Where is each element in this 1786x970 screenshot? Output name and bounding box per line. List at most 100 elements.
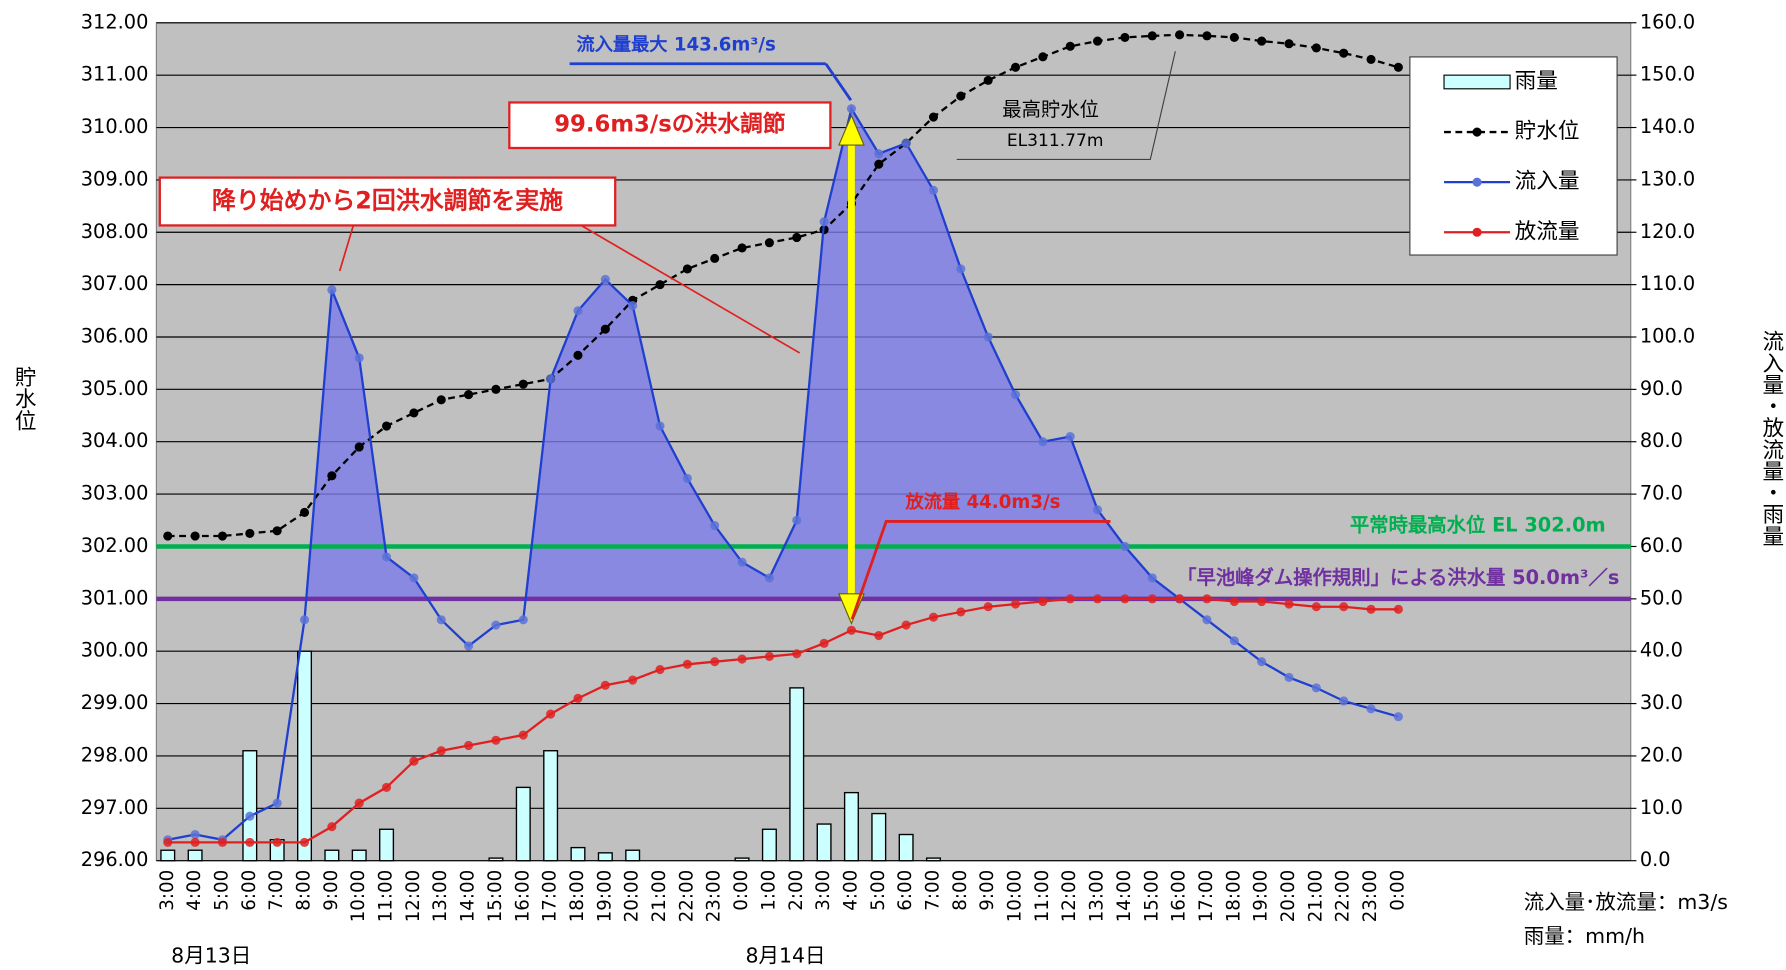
point [354,353,364,363]
x-tick-label: 18:00 [1223,870,1244,922]
point [1284,672,1294,682]
line [167,105,1399,841]
bar [379,828,395,862]
point [381,782,392,792]
date-label: 8月13日 [171,943,251,967]
y2-tick-label: 150.0 [1640,63,1695,86]
x-tick-label: 21:00 [1305,870,1326,922]
point [381,421,392,431]
point [792,232,802,243]
x-tick-label: 9:00 [977,870,998,911]
bar [488,857,504,862]
bar [625,849,641,862]
y2-tick-label: 50.0 [1640,586,1683,609]
point [1120,594,1130,604]
point [1229,636,1239,646]
x-tick-label: 19:00 [594,870,615,922]
unit-note: 雨量：mm/h [1524,924,1645,948]
point [1229,596,1239,607]
point [1175,30,1185,40]
point [1147,573,1157,583]
point [1147,594,1157,604]
bar [324,849,340,862]
x-tick-label: 20:00 [622,870,643,922]
point [655,664,665,675]
y-tick-label: 311.00 [81,63,149,86]
x-tick-label: 5:00 [868,870,889,911]
y-tick-label: 306.00 [81,324,149,347]
point [628,675,638,685]
point [710,657,720,667]
point [299,837,310,847]
leader [580,224,801,354]
legend-label: 放流量 [1515,219,1580,244]
point [983,75,993,85]
y2-tick-label: 0.0 [1640,848,1671,871]
legend-swatch [1472,227,1482,237]
bar [816,823,832,862]
y2-tick-label: 20.0 [1640,743,1683,766]
point [1393,604,1403,614]
leader [956,51,1176,160]
y-tick-label: 307.00 [81,272,149,295]
y2-tick-label: 160.0 [1640,10,1695,33]
x-tick-label: 21:00 [649,870,670,922]
point [737,557,747,567]
point [628,301,638,311]
y2-tick-label: 130.0 [1640,167,1695,190]
point [518,615,528,625]
point [1093,505,1103,515]
x-tick-label: 15:00 [485,870,506,922]
point [1311,602,1321,612]
y-tick-label: 308.00 [81,220,149,243]
x-tick-label: 17:00 [540,870,561,922]
y-tick-label: 312.00 [81,10,149,33]
x-tick-label: 3:00 [813,870,834,911]
y-tick-label: 297.00 [81,796,149,819]
y2-tick-label: 60.0 [1640,534,1683,557]
x-tick-label: 9:00 [321,870,342,911]
point [846,625,856,635]
x-tick-label: 18:00 [567,870,588,922]
point [1065,41,1075,51]
point [792,515,802,525]
point [245,837,255,847]
point [573,306,583,316]
point [327,285,337,295]
unit-note: 流入量･放流量：m3/s [1524,890,1728,914]
y-tick-label: 300.00 [81,639,149,662]
x-tick-label: 19:00 [1251,870,1272,922]
point [464,390,474,400]
point [956,264,966,274]
point [928,612,939,622]
y2-tick-label: 140.0 [1640,115,1695,138]
point [327,471,337,481]
x-tick-label: 20:00 [1278,870,1299,922]
point [546,709,556,719]
x-tick-label: 16:00 [1169,870,1190,922]
x-tick-label: 0:00 [731,870,752,911]
point [928,185,939,195]
y-tick-label: 305.00 [81,377,149,400]
x-tick-label: 22:00 [1333,870,1354,922]
reference-label: 平常時最高水位 EL 302.0m [1350,513,1606,536]
x-tick-label: 7:00 [922,870,943,911]
point [354,442,364,452]
x-tick-label: 23:00 [1360,870,1381,922]
bar [597,852,613,862]
bar [734,857,750,862]
point [518,379,528,389]
point [1175,594,1185,604]
bar [898,833,914,862]
x-tick-label: 14:00 [458,870,479,922]
point [491,384,501,394]
leader [338,225,355,272]
bar [843,791,859,862]
point [1257,36,1267,46]
point [163,531,173,541]
y2-tick-label: 100.0 [1640,324,1695,347]
x-tick-label: 8:00 [294,870,315,911]
x-tick-label: 11:00 [376,870,397,922]
